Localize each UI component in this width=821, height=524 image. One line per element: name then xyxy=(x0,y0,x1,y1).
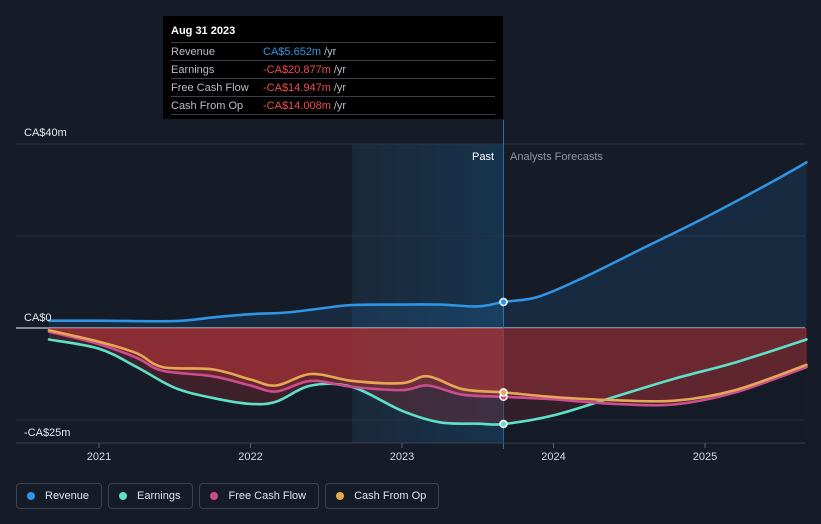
earnings-marker xyxy=(499,419,508,429)
tooltip-row-free-cash-flow: Free Cash Flow -CA$14.947m /yr xyxy=(171,78,495,96)
gridlines xyxy=(16,120,805,449)
x-tick-label: 2021 xyxy=(87,451,111,463)
cash-from-op-area xyxy=(49,328,807,402)
x-tick-label: 2024 xyxy=(541,451,565,463)
forecast-region-label: Analysts Forecasts xyxy=(510,151,603,163)
tooltip-row-label: Cash From Op xyxy=(171,99,244,112)
tooltip-row-value: -CA$14.947m xyxy=(263,81,331,94)
legend-label: Free Cash Flow xyxy=(228,490,307,502)
tooltip-row-label: Free Cash Flow xyxy=(171,81,249,94)
legend-label: Earnings xyxy=(137,490,181,502)
tooltip-row-unit: /yr xyxy=(333,81,347,94)
hover-tooltip: Aug 31 2023 Revenue CA$5.652m /yr Earnin… xyxy=(163,16,503,119)
tooltip-row-unit: /yr xyxy=(333,99,347,112)
legend-dot-icon xyxy=(336,492,345,500)
legend-dot-icon xyxy=(27,492,35,500)
x-tick-label: 2023 xyxy=(390,451,414,463)
revenue-marker xyxy=(499,297,508,307)
revenue-line xyxy=(47,161,808,323)
tooltip-row-label: Revenue xyxy=(171,45,216,58)
tooltip-row-value: CA$5.652m xyxy=(263,45,322,58)
x-tick-label: 2022 xyxy=(238,451,262,463)
tooltip-row-value: -CA$14.008m xyxy=(263,99,331,112)
revenue-area xyxy=(49,162,807,328)
chart-background-layer xyxy=(352,144,504,443)
past-region-label: Past xyxy=(472,151,494,163)
tooltip-row-earnings: Earnings -CA$20.877m /yr xyxy=(171,60,495,78)
free-cash-flow-line xyxy=(47,330,808,407)
past-region-highlight xyxy=(352,144,504,443)
cash-from-op-marker xyxy=(499,388,508,397)
tooltip-row-revenue: Revenue CA$5.652m /yr xyxy=(171,42,495,60)
hover-markers xyxy=(499,297,508,429)
legend-label: Revenue xyxy=(45,490,90,502)
tooltip-row-unit: /yr xyxy=(333,63,347,76)
free-cash-flow-area xyxy=(49,328,807,406)
legend-item-free-cash-flow[interactable]: Free Cash Flow xyxy=(199,483,320,509)
tooltip-row-cash-from-op: Cash From Op -CA$14.008m /yr xyxy=(171,96,495,115)
legend-item-earnings[interactable]: Earnings xyxy=(108,483,194,509)
y-label-zero: CA$0 xyxy=(24,312,52,324)
earnings-line xyxy=(47,338,808,426)
series-lines xyxy=(47,161,808,426)
tooltip-row-label: Earnings xyxy=(171,63,215,76)
tooltip-row-unit: /yr xyxy=(324,45,337,58)
legend-item-revenue[interactable]: Revenue xyxy=(16,483,103,509)
legend-label: Cash From Op xyxy=(354,490,427,502)
legend-dot-icon xyxy=(210,492,219,500)
tooltip-date: Aug 31 2023 xyxy=(171,25,236,37)
legend-item-cash-from-op[interactable]: Cash From Op xyxy=(325,483,440,509)
legend-dot-icon xyxy=(119,492,128,500)
axis-labels: CA$40m CA$0 -CA$25m Past Analysts Foreca… xyxy=(24,127,717,463)
chart-legend: Revenue Earnings Free Cash Flow Cash Fro… xyxy=(16,483,440,509)
cash-from-op-line xyxy=(47,329,808,403)
x-tick-label: 2025 xyxy=(693,451,717,463)
tooltip-row-value: -CA$20.877m xyxy=(263,63,331,76)
y-label-bottom: -CA$25m xyxy=(24,427,70,439)
y-label-top: CA$40m xyxy=(24,127,67,139)
